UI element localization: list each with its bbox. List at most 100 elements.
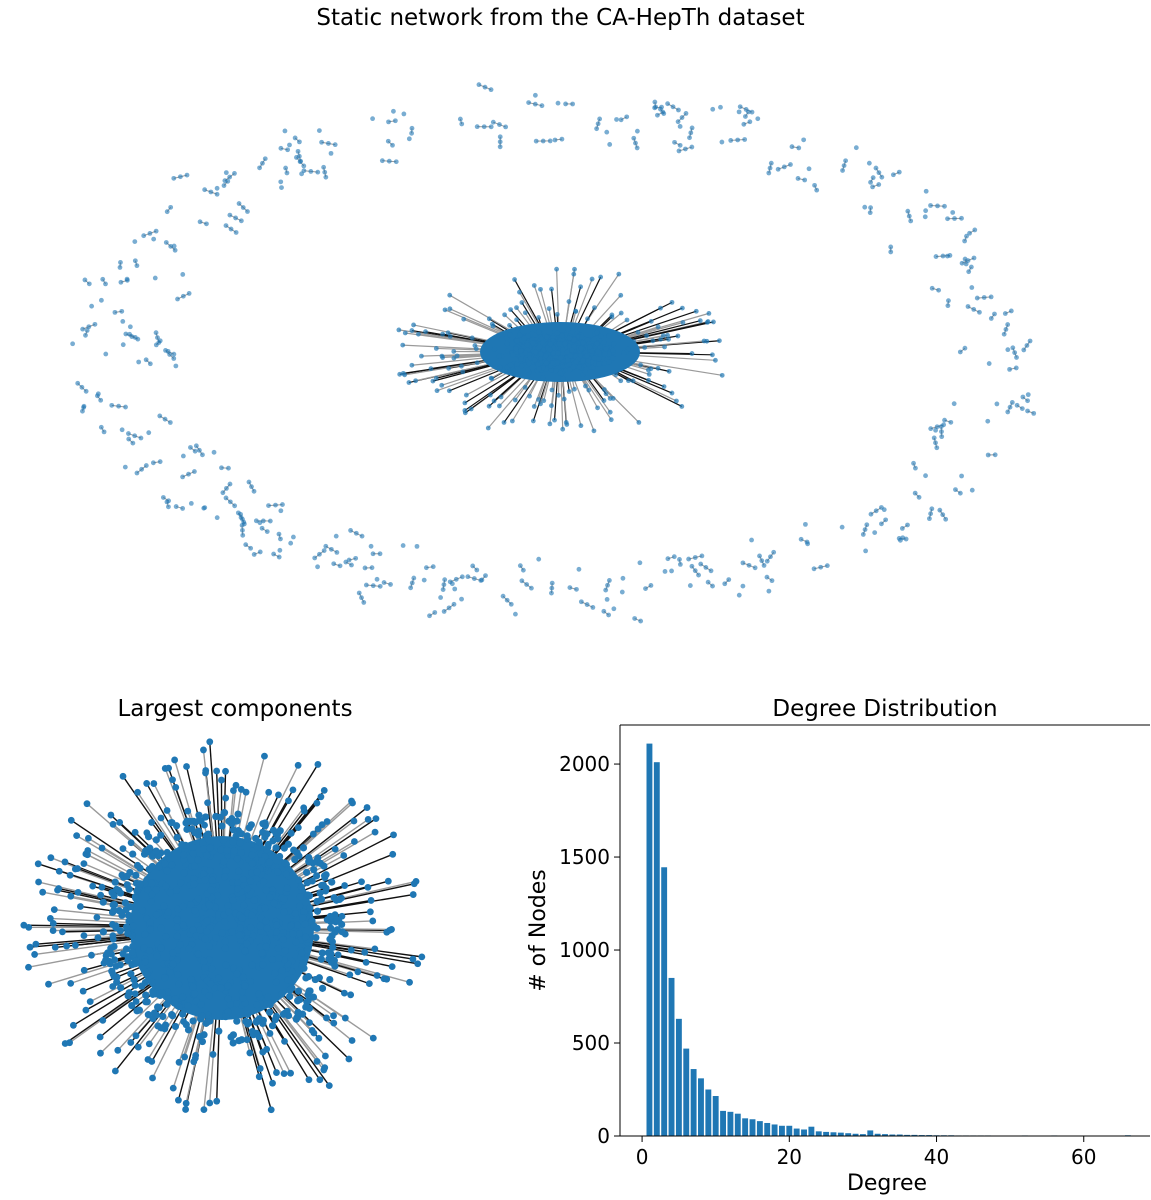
node [235,867,243,875]
node [728,138,734,143]
node [318,949,326,957]
node [205,992,213,1000]
node [311,975,319,984]
node [601,387,607,392]
node [566,389,572,394]
node [624,114,630,120]
node [964,233,969,239]
node [232,999,240,1008]
node [224,1008,232,1016]
node [591,336,597,342]
node [97,1049,104,1057]
node [258,949,266,957]
edge [110,814,169,870]
edge [239,1005,260,1077]
node [227,1033,235,1041]
node [611,341,617,347]
node [264,867,272,875]
node [749,537,754,543]
node [279,928,287,937]
node [217,984,225,992]
node [50,906,58,914]
node [764,574,770,580]
node [194,831,202,839]
node [212,934,220,942]
node [559,333,565,339]
node [943,516,949,522]
node [616,271,622,277]
edge [296,884,345,901]
node [571,271,577,277]
node [201,821,208,829]
node [868,205,873,211]
histogram-bar [756,1121,763,1136]
node [788,162,793,167]
edge [300,941,414,960]
node [1025,398,1030,404]
node [189,1017,197,1025]
edge [296,954,336,967]
node [423,565,429,571]
node [945,303,951,309]
node [245,891,253,899]
edge [134,831,172,868]
edge [449,294,519,336]
node [341,1014,349,1022]
node [274,944,282,952]
node [486,316,492,322]
node [163,1000,171,1008]
node [536,397,541,402]
node [560,426,566,432]
node [248,859,256,868]
node [224,485,229,491]
node [111,956,119,964]
node [939,429,944,435]
node [157,338,163,344]
node [928,203,933,208]
node [161,1025,169,1033]
node [201,969,210,977]
node [981,295,987,300]
node [853,145,859,151]
histogram-bar [764,1122,771,1136]
node [234,810,242,818]
node [51,943,59,951]
node [184,807,192,815]
histogram-bar [859,1134,866,1136]
node [811,566,817,572]
node [239,875,247,884]
y-tick-label: 2000 [559,752,610,776]
node [276,827,284,835]
node [237,1001,245,1009]
node [323,174,329,180]
node [416,331,421,337]
edge [250,1002,285,1074]
node [513,346,519,352]
edge [99,983,165,1038]
edge [151,822,181,861]
edge [105,947,145,957]
node [446,605,452,611]
node [538,351,544,357]
node [110,972,118,980]
edge [255,789,294,857]
node [279,1010,288,1018]
histogram-bar [705,1089,712,1136]
node [648,318,654,324]
node [288,967,296,975]
node [440,587,446,592]
node [237,830,245,838]
node [928,426,934,432]
node [300,844,307,851]
node [99,297,104,303]
edge [284,857,319,879]
node [197,817,205,825]
node [272,978,280,986]
node [940,512,946,518]
node [191,990,199,998]
node [74,888,82,896]
node [162,882,170,890]
node [580,339,586,346]
node [297,883,305,891]
node [263,830,271,838]
